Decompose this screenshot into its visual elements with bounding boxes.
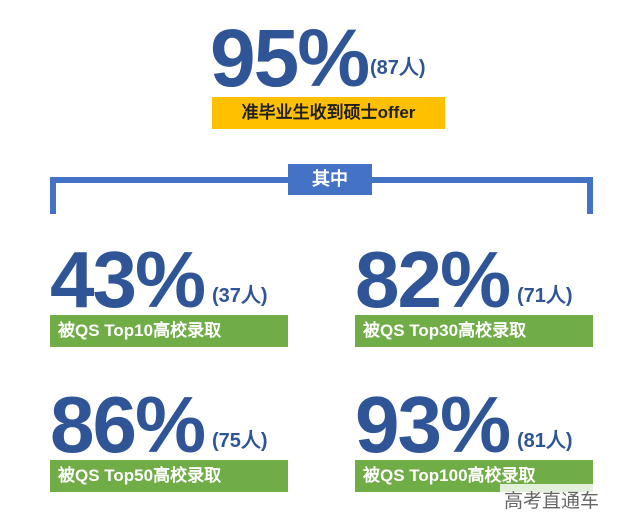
item-label: 被QS Top10高校录取	[50, 315, 288, 347]
item-percent: 43%	[50, 235, 206, 324]
item-count: (71人)	[517, 285, 573, 307]
item-count: (81人)	[517, 430, 573, 452]
headline-label: 准毕业生收到硕士offer	[212, 97, 445, 129]
bracket-right	[587, 177, 593, 214]
headline-count: (87人)	[370, 57, 426, 79]
item-count: (37人)	[212, 285, 268, 307]
item-label: 被QS Top50高校录取	[50, 460, 288, 492]
item-percent: 82%	[355, 235, 511, 324]
divider-label: 其中	[288, 164, 372, 195]
item-label: 被QS Top30高校录取	[355, 315, 593, 347]
watermark: 高考直通车	[500, 484, 604, 515]
bracket-left	[50, 177, 56, 214]
item-label: 被QS Top100高校录取	[355, 460, 593, 492]
item-percent: 86%	[50, 380, 206, 469]
item-count: (75人)	[212, 430, 268, 452]
headline-percent: 95%	[210, 13, 370, 104]
item-percent: 93%	[355, 380, 511, 469]
